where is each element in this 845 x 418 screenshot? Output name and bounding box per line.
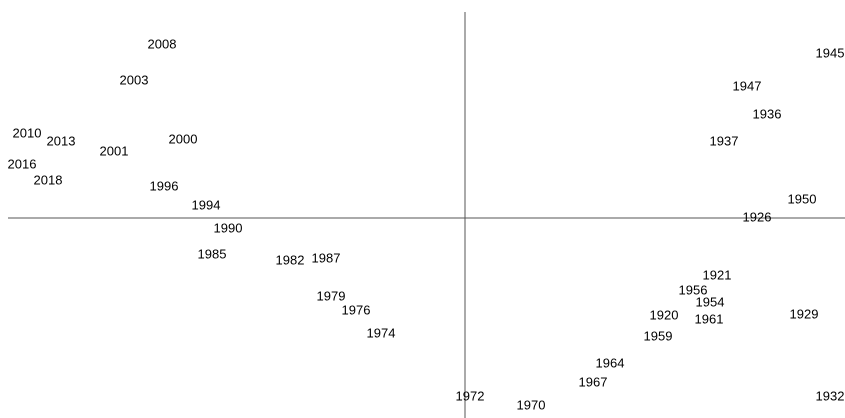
point-label: 1945 — [816, 45, 845, 60]
point-label: 1920 — [650, 307, 679, 322]
point-label: 2018 — [34, 172, 63, 187]
point-label: 1929 — [790, 306, 819, 321]
point-label: 1967 — [579, 374, 608, 389]
point-label: 2001 — [100, 143, 129, 158]
point-label: 1979 — [317, 288, 346, 303]
point-label: 1956 — [679, 282, 708, 297]
point-label: 1937 — [710, 133, 739, 148]
point-label: 1932 — [816, 388, 845, 403]
point-label: 1976 — [342, 302, 371, 317]
point-label: 1959 — [644, 328, 673, 343]
point-label: 1972 — [456, 388, 485, 403]
point-label: 1987 — [312, 250, 341, 265]
point-label: 2000 — [169, 131, 198, 146]
point-label: 1985 — [198, 246, 227, 261]
point-label: 1990 — [214, 220, 243, 235]
point-label: 1921 — [703, 267, 732, 282]
point-label: 1974 — [367, 325, 396, 340]
point-label: 1947 — [733, 78, 762, 93]
point-label: 2013 — [47, 133, 76, 148]
point-label: 1926 — [743, 209, 772, 224]
point-label: 2010 — [13, 125, 42, 140]
point-label: 1950 — [788, 191, 817, 206]
point-label: 1954 — [696, 294, 725, 309]
point-label: 2016 — [8, 156, 37, 171]
point-label: 2008 — [148, 36, 177, 51]
point-label: 2003 — [120, 72, 149, 87]
point-label: 1964 — [596, 355, 625, 370]
point-label: 1994 — [192, 197, 221, 212]
point-label: 1936 — [753, 106, 782, 121]
point-label: 1970 — [517, 397, 546, 412]
point-label: 1996 — [150, 178, 179, 193]
point-label: 1961 — [695, 311, 724, 326]
point-label: 1982 — [276, 252, 305, 267]
